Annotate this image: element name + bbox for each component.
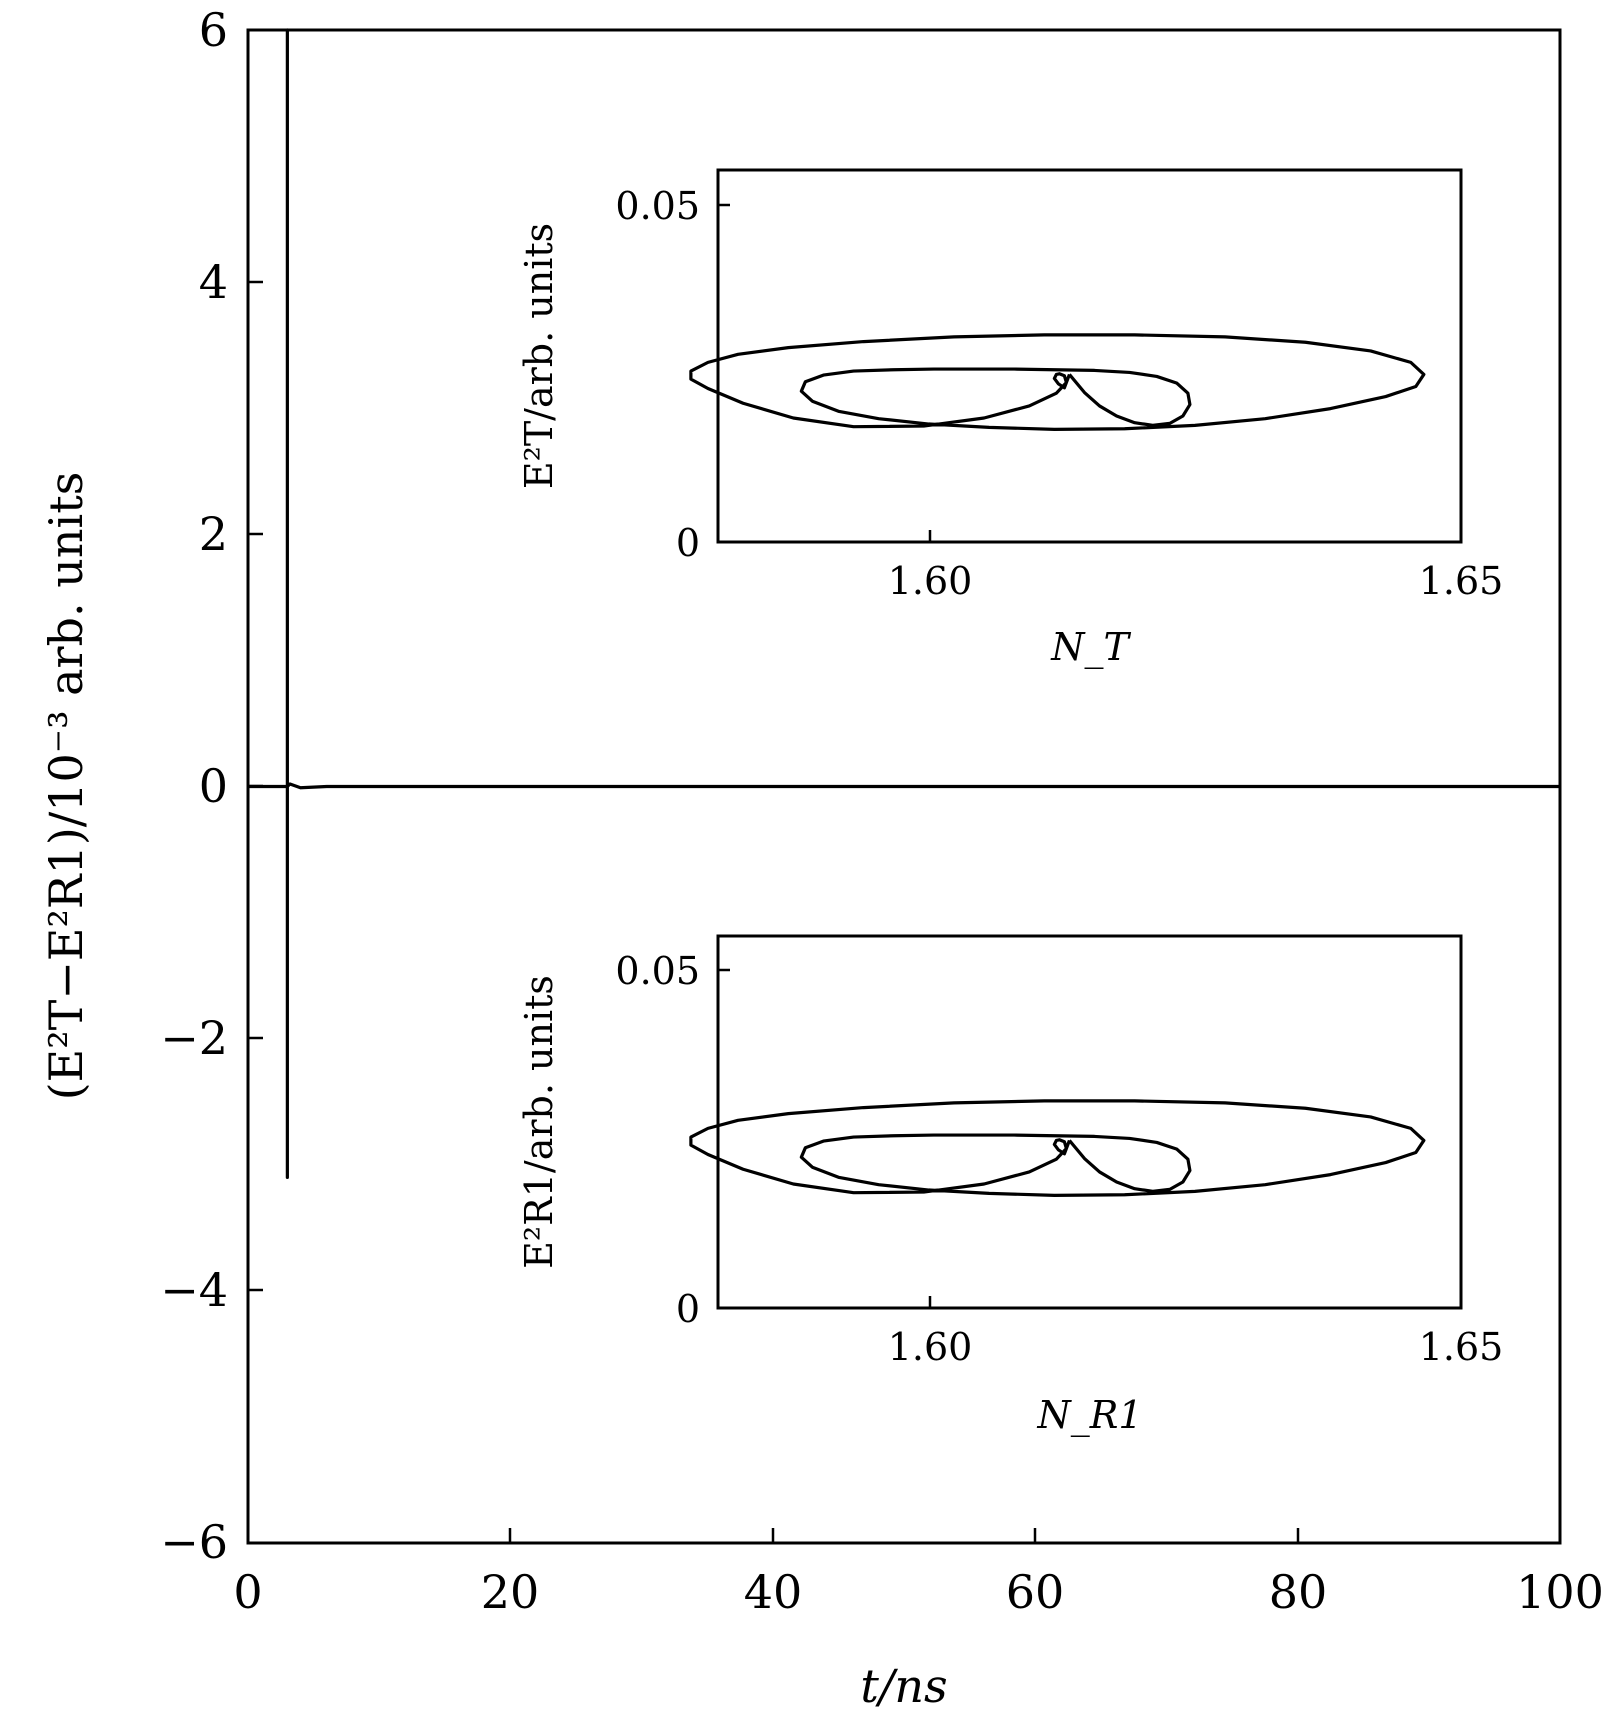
main-y-tick-labels: 6 4 2 0 −2 −4 −6 bbox=[160, 3, 228, 1569]
inset-bottom-x-tick-label: 1.60 bbox=[888, 1325, 973, 1369]
inset-top-series bbox=[689, 333, 1426, 431]
main-series-line bbox=[248, 28, 1560, 1179]
inset-top-background bbox=[718, 170, 1461, 542]
main-y-tick-label: −6 bbox=[160, 1515, 228, 1569]
inset-top-frame bbox=[716, 168, 1463, 544]
main-x-tick-label: 100 bbox=[1516, 1565, 1604, 1619]
main-y-tick-label: 4 bbox=[199, 255, 228, 309]
inset-top-x-axis-title: N_T bbox=[1050, 625, 1131, 670]
inset-top-y-tick-label: 0 bbox=[676, 521, 700, 565]
inset-bottom-x-axis-title: N_R1 bbox=[1036, 1393, 1142, 1438]
main-x-tick-label: 60 bbox=[1006, 1565, 1065, 1619]
inset-top-x-tick-label: 1.60 bbox=[888, 559, 973, 603]
inset-bottom-y-tick-label: 0 bbox=[676, 1287, 700, 1331]
inset-bottom-frame bbox=[716, 934, 1463, 1310]
inset-top-y-tick-label: 0.05 bbox=[615, 184, 700, 228]
main-x-tick-label: 80 bbox=[1269, 1565, 1328, 1619]
inset-bottom-y-tick-label: 0.05 bbox=[615, 949, 700, 993]
inset-bottom-background bbox=[718, 936, 1461, 1308]
main-x-ticks bbox=[508, 1528, 1300, 1543]
main-x-axis-title: t/ns bbox=[860, 1659, 947, 1713]
inset-bottom-ticks bbox=[718, 968, 932, 1308]
main-y-tick-label: −2 bbox=[160, 1011, 228, 1065]
inset-bottom-series-line bbox=[689, 1099, 1426, 1197]
inset-bottom: 0.05 0 1.60 1.65 N_R1 E²R1/arb. units bbox=[517, 934, 1504, 1438]
main-y-tick-label: 6 bbox=[199, 3, 228, 57]
main-y-tick-label: 0 bbox=[199, 759, 228, 813]
inset-bottom-series bbox=[689, 1099, 1426, 1197]
inset-top-y-axis-title: E²T/arb. units bbox=[517, 223, 561, 489]
inset-bottom-x-tick-label: 1.65 bbox=[1419, 1325, 1504, 1369]
main-x-tick-labels: 0 20 40 60 80 100 bbox=[233, 1565, 1604, 1619]
main-y-tick-label: −4 bbox=[160, 1263, 228, 1317]
main-y-tick-label: 2 bbox=[199, 507, 228, 561]
main-x-tick-label: 0 bbox=[233, 1565, 262, 1619]
main-series bbox=[248, 28, 1560, 1179]
main-y-axis-title: (E²T−E²R1)/10⁻³ arb. units bbox=[39, 472, 93, 1101]
main-x-tick-label: 40 bbox=[744, 1565, 803, 1619]
inset-top: 0.05 0 1.60 1.65 N_T E²T/arb. units bbox=[517, 168, 1504, 670]
inset-bottom-y-axis-title: E²R1/arb. units bbox=[517, 975, 561, 1269]
inset-top-series-line bbox=[689, 333, 1426, 431]
main-plot: 6 4 2 0 −2 −4 −6 0 20 40 60 80 100 t/ns … bbox=[39, 3, 1604, 1713]
inset-top-ticks bbox=[718, 203, 932, 542]
main-x-tick-label: 20 bbox=[481, 1565, 540, 1619]
inset-top-x-tick-label: 1.65 bbox=[1419, 559, 1504, 603]
